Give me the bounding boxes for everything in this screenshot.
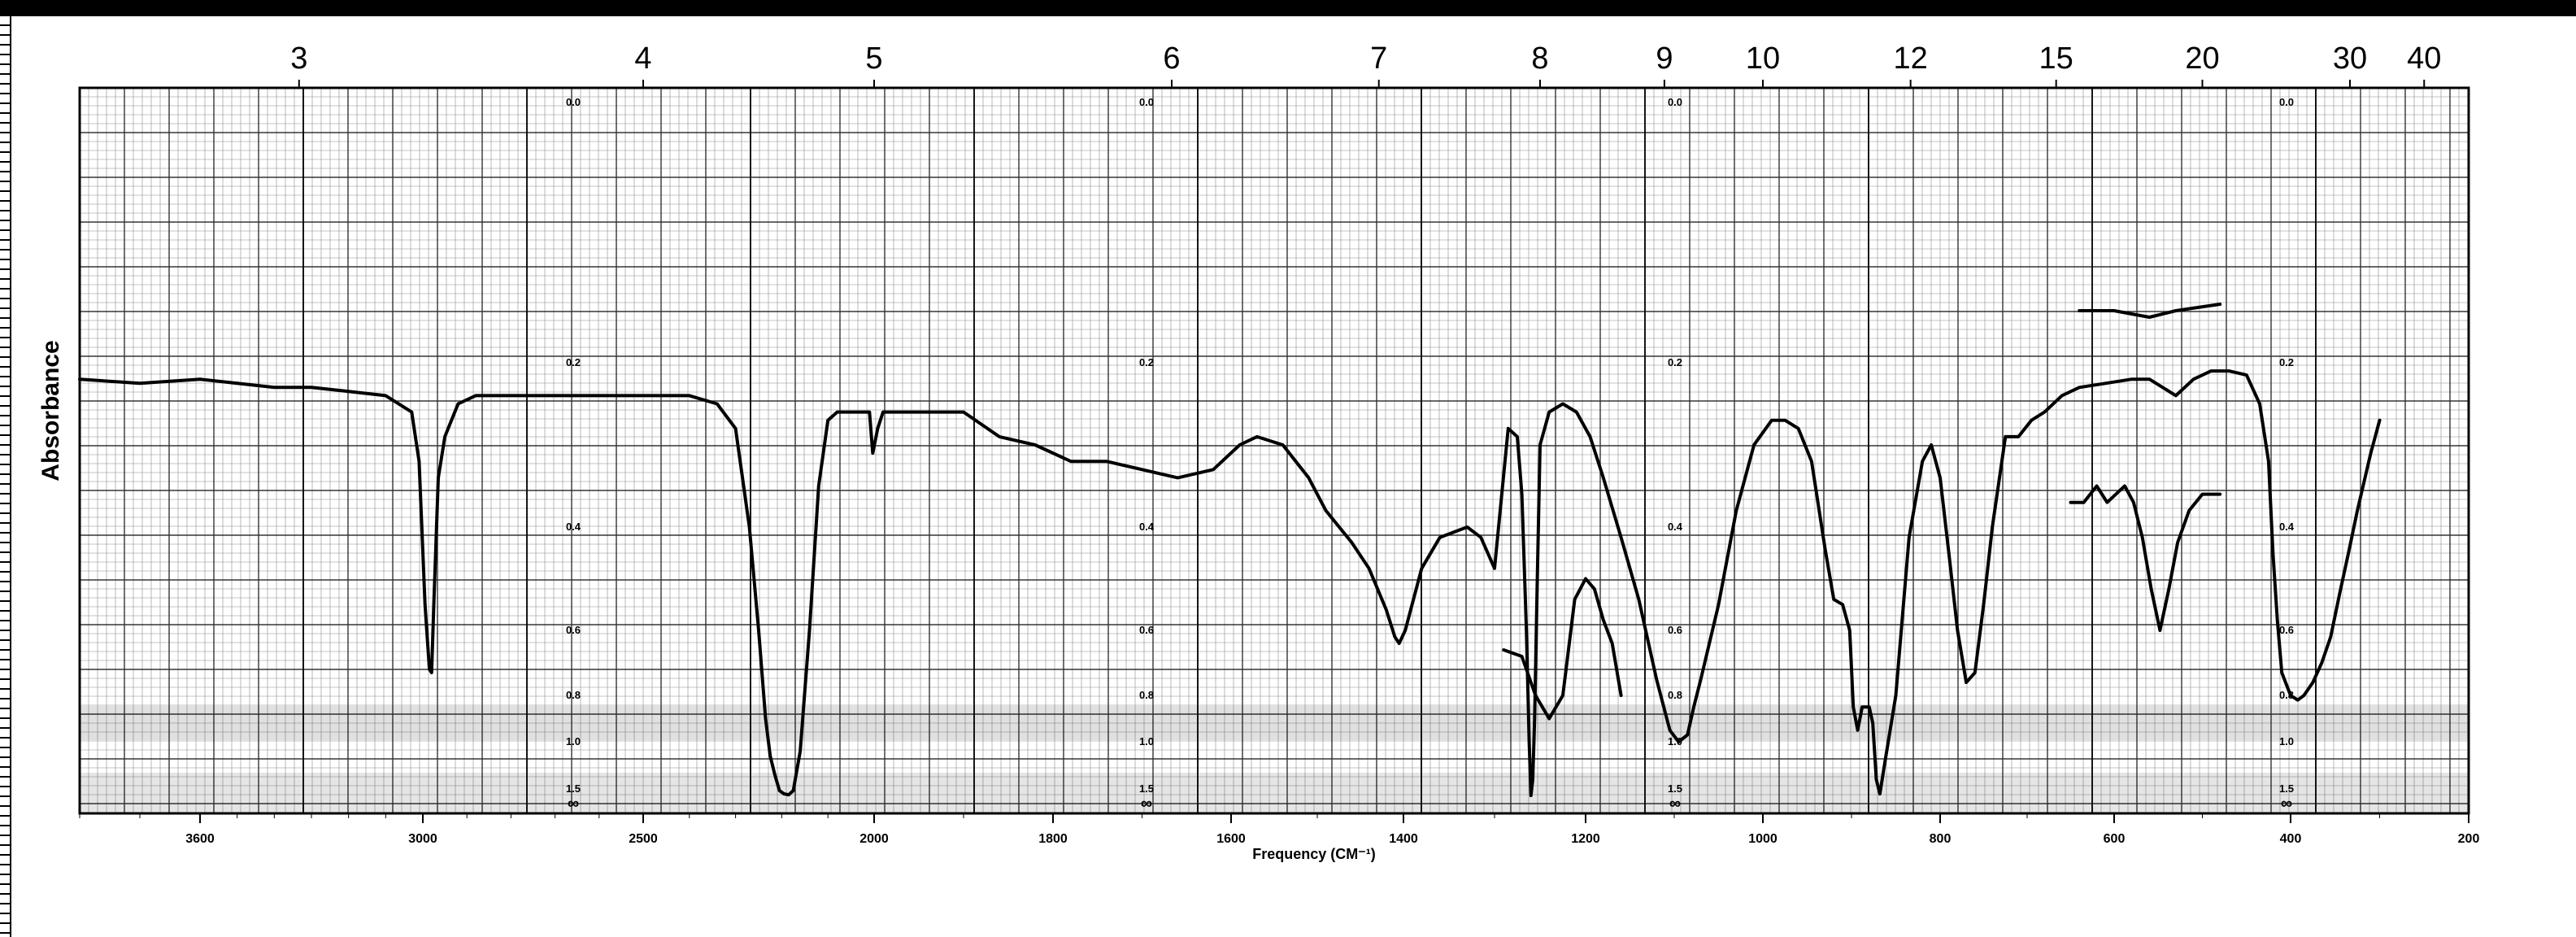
grid-section	[79, 88, 2317, 813]
absorbance-tick-label: 0.8	[1139, 689, 1154, 701]
absorbance-tick-label: 0.2	[1668, 356, 1682, 368]
absorbance-tick-label: 0.2	[566, 356, 581, 368]
absorbance-tick-label: 0.4	[1139, 521, 1155, 533]
wavelength-tick-label: 20	[2185, 41, 2219, 76]
frequency-tick-label: 3000	[408, 832, 437, 846]
spectrum-line	[2078, 303, 2222, 319]
absorbance-tick-label: 1.5	[1139, 782, 1154, 795]
plot-frame	[78, 86, 2470, 815]
absorbance-tick-label: 0.4	[2279, 521, 2295, 533]
grid-band-bottom	[80, 773, 2469, 813]
frequency-tick-label: 1600	[1216, 832, 1246, 846]
absorbance-tick-label: 1.0	[2279, 735, 2294, 747]
absorbance-tick-label: 0.2	[1139, 356, 1154, 368]
wavelength-tick-label: 12	[1894, 41, 1928, 76]
y-axis-label: Absorbance	[37, 340, 64, 481]
absorbance-tick-label: 0.4	[1668, 521, 1683, 533]
wavelength-axis: 3 4 5 6 7 8 9 10 12 15 20 30 40	[290, 41, 2441, 88]
wavelength-tick-label: 30	[2333, 41, 2367, 76]
absorbance-tick-label: 0.2	[2279, 356, 2294, 368]
absorbance-tick-label: ∞	[1141, 795, 1152, 813]
absorbance-tick-label: 0.0	[2279, 96, 2294, 108]
wavelength-tick-label: 6	[1163, 41, 1180, 76]
absorbance-tick-label: ∞	[568, 795, 579, 813]
frequency-tick-label: 1800	[1038, 832, 1068, 846]
absorbance-tick-label: 0.6	[1139, 624, 1154, 636]
wavelength-tick-label: 10	[1746, 41, 1780, 76]
frequency-axis: 3600 3000 2500 2000 1800 1600 1400 1200 1000 800 6…	[79, 813, 2480, 846]
absorbance-tick-label: 0.0	[1668, 96, 1682, 108]
spectrum-line	[1502, 577, 1623, 721]
absorbance-tick-label: 1.0	[566, 735, 581, 747]
chart-paper-edge	[0, 16, 11, 937]
frequency-tick-label: 400	[2280, 832, 2302, 846]
absorbance-tick-label: 0.8	[1668, 689, 1682, 701]
absorbance-tick-label: 0.8	[566, 689, 581, 701]
wavelength-tick-label: 40	[2407, 41, 2441, 76]
frequency-tick-label: 1400	[1389, 832, 1418, 846]
frequency-tick-label: 200	[2458, 832, 2480, 846]
spectrum-series	[78, 303, 2382, 797]
frequency-tick-label: 3600	[185, 832, 215, 846]
wavelength-tick-label: 9	[1656, 41, 1673, 76]
absorbance-tick-label: 0.0	[566, 96, 581, 108]
absorbance-tick-label: 1.5	[2279, 782, 2294, 795]
frequency-tick-label: 2000	[859, 832, 889, 846]
spectrum-line	[2069, 484, 2222, 632]
absorbance-tick-label: ∞	[1669, 795, 1681, 813]
absorbance-tick-label: 1.5	[1668, 782, 1682, 795]
absorbance-tick-label: 0.0	[1139, 96, 1154, 108]
top-border-bar	[0, 0, 2576, 16]
spectrum-line	[78, 369, 2382, 797]
absorbance-tick-label: 1.5	[566, 782, 581, 795]
absorbance-tick-label: 0.6	[566, 624, 581, 636]
grid-band-dense	[80, 706, 2469, 740]
wavelength-tick-label: 3	[290, 41, 307, 76]
absorbance-tick-label: 0.6	[2279, 624, 2294, 636]
frequency-tick-label: 600	[2104, 832, 2126, 846]
frequency-tick-label: 800	[1930, 832, 1952, 846]
absorbance-tick-label: 0.6	[1668, 624, 1682, 636]
wavelength-tick-label: 5	[865, 41, 882, 76]
frequency-tick-label: 1000	[1748, 832, 1778, 846]
absorbance-tick-label: ∞	[2281, 795, 2292, 813]
absorbance-tick-label: 1.0	[1668, 735, 1682, 747]
wavelength-tick-label: 4	[634, 41, 651, 76]
absorbance-scale: 0.00.20.40.60.81.01.5∞0.00.20.40.60.81.0…	[566, 96, 2295, 813]
wavelength-tick-label: 7	[1370, 41, 1387, 76]
absorbance-tick-label: 0.4	[566, 521, 581, 533]
wavelength-tick-label: 15	[2039, 41, 2073, 76]
frequency-tick-label: 2500	[629, 832, 658, 846]
x-axis-label: Frequency (CM⁻¹)	[1252, 846, 1376, 862]
chart-grid	[79, 87, 2469, 813]
frequency-tick-label: 1200	[1571, 832, 1600, 846]
wavelength-tick-label: 8	[1531, 41, 1548, 76]
absorbance-tick-label: 1.0	[1139, 735, 1154, 747]
